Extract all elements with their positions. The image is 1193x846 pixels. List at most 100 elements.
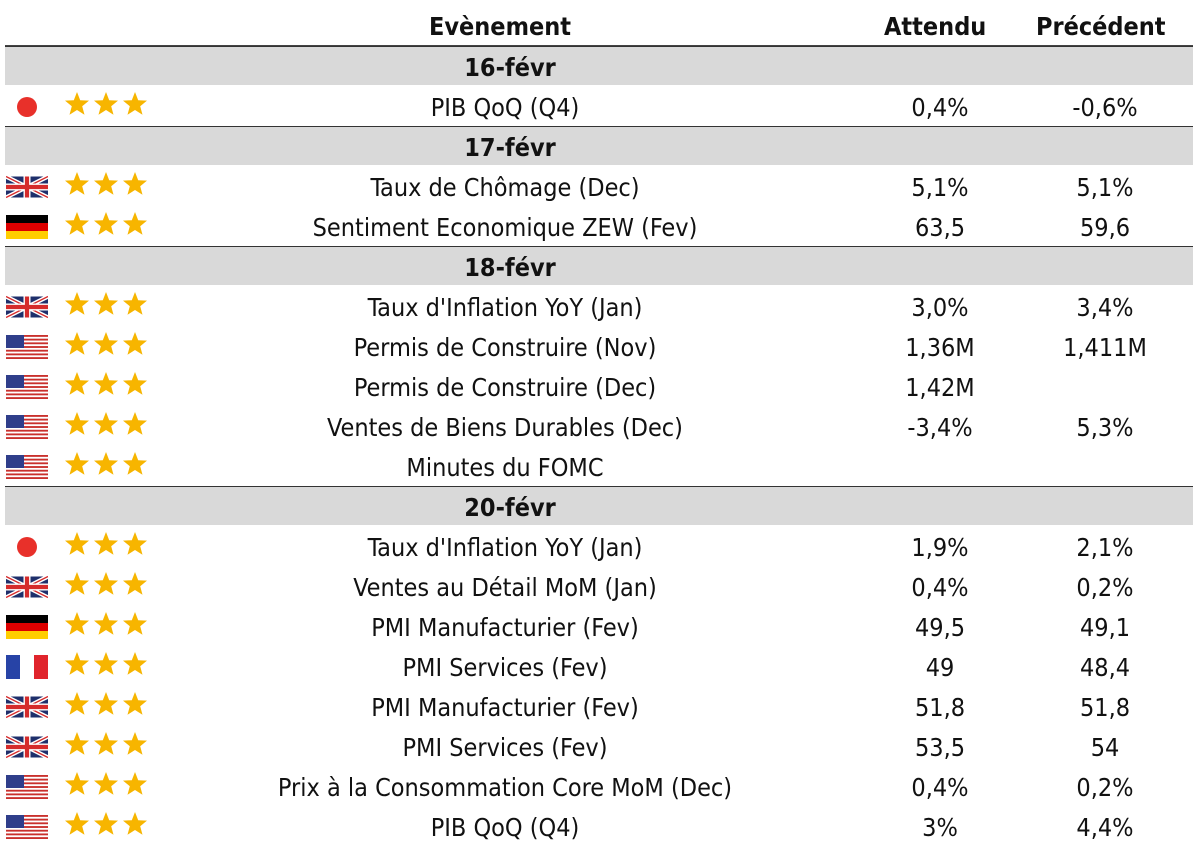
importance-rating — [64, 451, 148, 477]
event-row: Ventes au Détail MoM (Jan) 0,4% 0,2% — [0, 566, 1193, 606]
importance-rating — [64, 211, 148, 237]
importance-rating — [64, 771, 148, 797]
expected-value: 0,4% — [911, 573, 969, 602]
date-label: 16-févr — [464, 53, 556, 82]
importance-rating — [64, 611, 148, 637]
previous-value: 59,6 — [1079, 213, 1131, 242]
previous-value: 51,8 — [1079, 693, 1131, 722]
previous-value: 5,1% — [1076, 173, 1134, 202]
star-icon — [94, 652, 118, 675]
date-label: 17-févr — [464, 133, 556, 162]
star-icon — [65, 372, 89, 395]
event-name: PMI Services (Fev) — [402, 733, 608, 762]
star-icon — [123, 532, 147, 555]
previous-value: 48,4 — [1079, 653, 1131, 682]
germany-flag-icon — [6, 615, 48, 639]
star-icon — [123, 732, 147, 755]
star-icon — [65, 572, 89, 595]
star-icon — [94, 372, 118, 395]
star-icon — [65, 652, 89, 675]
previous-value: 5,3% — [1076, 413, 1134, 442]
importance-rating — [64, 531, 148, 557]
previous-value: 1,411M — [1063, 333, 1147, 362]
header-divider — [5, 45, 1193, 46]
event-row: Permis de Construire (Dec) 1,42M — [0, 366, 1193, 406]
star-icon — [65, 452, 89, 475]
importance-rating — [64, 91, 148, 117]
uk-flag-icon — [6, 735, 48, 759]
importance-rating — [64, 811, 148, 837]
star-icon — [65, 772, 89, 795]
previous-value: 3,4% — [1076, 293, 1134, 322]
star-icon — [123, 212, 147, 235]
star-icon — [65, 332, 89, 355]
previous-value: 49,1 — [1079, 613, 1131, 642]
star-icon — [94, 612, 118, 635]
france-flag-icon — [6, 655, 48, 679]
importance-rating — [64, 571, 148, 597]
event-row: Taux de Chômage (Dec) 5,1% 5,1% — [0, 166, 1193, 206]
star-icon — [65, 92, 89, 115]
importance-rating — [64, 331, 148, 357]
event-name: Sentiment Economique ZEW (Fev) — [312, 213, 698, 242]
usa-flag-icon — [6, 815, 48, 839]
date-label: 20-févr — [464, 493, 556, 522]
importance-rating — [64, 731, 148, 757]
expected-value: 53,5 — [914, 733, 966, 762]
usa-flag-icon — [6, 455, 48, 479]
japan-flag-icon — [6, 95, 48, 119]
uk-flag-icon — [6, 295, 48, 319]
event-name: PIB QoQ (Q4) — [430, 93, 580, 122]
date-label: 18-févr — [464, 253, 556, 282]
star-icon — [94, 452, 118, 475]
event-name: Permis de Construire (Nov) — [353, 333, 657, 362]
importance-rating — [64, 691, 148, 717]
event-row: Taux d'Inflation YoY (Jan) 1,9% 2,1% — [0, 526, 1193, 566]
event-name: Ventes au Détail MoM (Jan) — [353, 573, 657, 602]
previous-column-header: Précédent — [1036, 12, 1166, 41]
event-name: PMI Services (Fev) — [402, 653, 608, 682]
expected-value: 1,42M — [905, 373, 975, 402]
previous-value: -0,6% — [1072, 93, 1138, 122]
event-row: PMI Manufacturier (Fev) 51,8 51,8 — [0, 686, 1193, 726]
star-icon — [123, 772, 147, 795]
star-icon — [65, 812, 89, 835]
star-icon — [123, 652, 147, 675]
event-name: PIB QoQ (Q4) — [430, 813, 580, 842]
star-icon — [94, 212, 118, 235]
importance-rating — [64, 371, 148, 397]
usa-flag-icon — [6, 415, 48, 439]
event-row: Ventes de Biens Durables (Dec) -3,4% 5,3% — [0, 406, 1193, 446]
previous-value: 0,2% — [1076, 573, 1134, 602]
star-icon — [65, 732, 89, 755]
star-icon — [65, 532, 89, 555]
uk-flag-icon — [6, 695, 48, 719]
star-icon — [123, 292, 147, 315]
event-name: Ventes de Biens Durables (Dec) — [327, 413, 683, 442]
event-row: PIB QoQ (Q4) 3% 4,4% — [0, 806, 1193, 846]
importance-rating — [64, 651, 148, 677]
event-name: Prix à la Consommation Core MoM (Dec) — [277, 773, 733, 802]
event-column-header: Evènement — [429, 12, 572, 41]
star-icon — [94, 732, 118, 755]
expected-value: -3,4% — [907, 413, 973, 442]
star-icon — [123, 172, 147, 195]
star-icon — [94, 812, 118, 835]
star-icon — [94, 92, 118, 115]
event-row: Sentiment Economique ZEW (Fev) 63,5 59,6 — [0, 206, 1193, 246]
star-icon — [123, 372, 147, 395]
event-row: Permis de Construire (Nov) 1,36M 1,411M — [0, 326, 1193, 366]
expected-value: 49 — [925, 653, 955, 682]
usa-flag-icon — [6, 335, 48, 359]
date-row: 20-févr — [5, 486, 1193, 525]
star-icon — [65, 172, 89, 195]
event-name: Minutes du FOMC — [406, 453, 604, 482]
star-icon — [123, 812, 147, 835]
star-icon — [123, 692, 147, 715]
event-name: PMI Manufacturier (Fev) — [371, 693, 639, 722]
star-icon — [94, 332, 118, 355]
event-row: PIB QoQ (Q4) 0,4% -0,6% — [0, 86, 1193, 126]
importance-rating — [64, 171, 148, 197]
previous-value: 0,2% — [1076, 773, 1134, 802]
importance-rating — [64, 291, 148, 317]
